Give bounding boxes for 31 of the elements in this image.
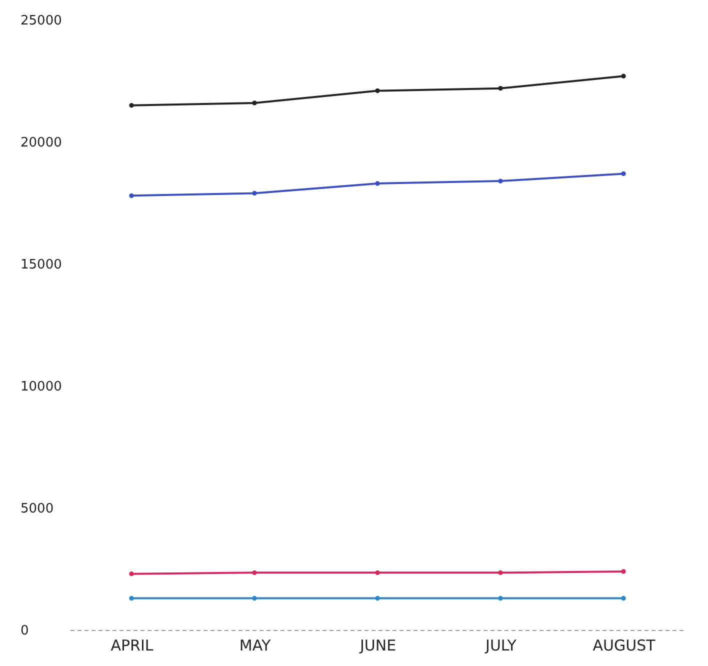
point	[375, 570, 380, 575]
point	[621, 596, 626, 601]
y-tick-label: 25000	[20, 14, 62, 28]
point	[498, 596, 503, 601]
point	[375, 596, 380, 601]
y-tick-label: 20000	[20, 136, 62, 150]
point	[498, 570, 503, 575]
point	[129, 572, 134, 576]
point	[252, 570, 257, 575]
point	[498, 86, 503, 91]
point	[375, 181, 380, 186]
x-tick-label: JULY	[484, 636, 518, 654]
y-tick-label: 5000	[20, 502, 54, 516]
point	[252, 190, 257, 196]
point	[621, 171, 626, 176]
point	[498, 178, 503, 184]
x-tick-label: JUNE	[358, 636, 396, 654]
y-tick-label: 10000	[20, 380, 62, 394]
point	[252, 100, 257, 106]
x-tick-label: APRIL	[110, 636, 154, 654]
point	[621, 74, 626, 78]
point	[252, 596, 257, 601]
y-tick-label: 0	[20, 624, 29, 638]
x-tick-label: AUGUST	[592, 636, 656, 654]
y-tick-label: 15000	[20, 258, 62, 272]
point	[129, 193, 134, 198]
point	[129, 103, 134, 108]
x-tick-label: MAY	[239, 636, 272, 654]
point	[129, 596, 134, 601]
point	[621, 569, 626, 574]
point	[375, 88, 380, 94]
